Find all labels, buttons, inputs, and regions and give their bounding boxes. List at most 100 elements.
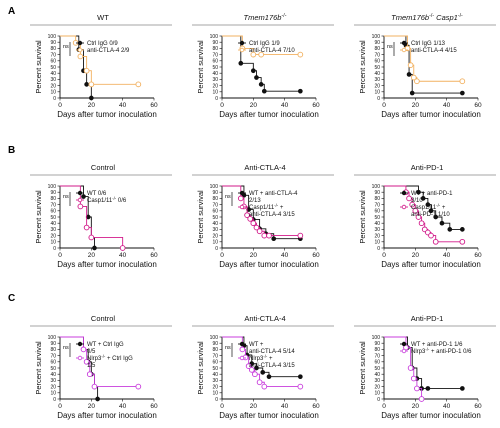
y-tick-label: 90 — [212, 40, 218, 46]
legend-entry: 3/10 — [411, 198, 423, 204]
y-tick-label: 90 — [50, 40, 56, 46]
y-tick-label: 40 — [374, 71, 380, 77]
data-point — [433, 214, 439, 220]
legend-swatch-marker — [239, 341, 245, 347]
chart-title: Tmem176b-/- — [244, 13, 287, 22]
legend-entry: 1/5 — [87, 363, 96, 369]
x-tick-label: 60 — [312, 102, 320, 109]
y-tick-label: 80 — [374, 347, 380, 353]
y-tick-label: 70 — [212, 52, 218, 58]
y-tick-label: 80 — [212, 347, 218, 353]
legend-entry: WT + anti-PD-1 1/6 — [411, 342, 463, 348]
y-axis-label: Percent survival — [358, 40, 367, 94]
y-tick-label: 80 — [50, 196, 56, 202]
y-tick-label: 0 — [53, 96, 56, 102]
y-tick-label: 60 — [212, 360, 218, 366]
data-point — [266, 374, 272, 380]
y-tick-label: 70 — [212, 353, 218, 359]
y-tick-label: 90 — [374, 341, 380, 347]
y-tick-label: 90 — [374, 40, 380, 46]
data-point — [410, 375, 417, 382]
data-point — [459, 386, 465, 391]
x-tick-label: 0 — [220, 102, 224, 109]
data-point — [439, 220, 445, 226]
y-tick-label: 0 — [53, 246, 56, 252]
y-tick-label: 10 — [50, 240, 56, 246]
x-axis-label: Days after tumor inoculation — [57, 411, 157, 420]
legend-entry: Casp1/11-/- 0/6 — [87, 196, 127, 205]
data-point — [425, 202, 431, 207]
y-tick-label: 50 — [212, 65, 218, 71]
y-tick-label: 0 — [215, 397, 218, 403]
data-point — [83, 358, 90, 365]
legend-swatch-marker — [77, 40, 83, 46]
data-point — [248, 367, 255, 373]
x-tick-label: 60 — [474, 403, 482, 410]
y-tick-label: 50 — [50, 215, 56, 221]
y-tick-label: 50 — [212, 366, 218, 372]
y-tick-label: 60 — [212, 59, 218, 65]
ns-label: ns — [63, 345, 69, 351]
legend-entry: Ctrl IgG 1/9 — [249, 41, 280, 47]
chart-title: Anti-CTLA-4 — [244, 314, 285, 323]
legend-swatch-marker — [239, 204, 245, 210]
x-axis-label: Days after tumor inoculation — [381, 411, 481, 420]
data-point — [244, 212, 250, 218]
y-tick-label: 10 — [50, 391, 56, 397]
chart-title: Anti-PD-1 — [411, 314, 444, 323]
legend-swatch-marker — [239, 40, 245, 46]
y-tick-label: 100 — [372, 184, 381, 190]
x-tick-label: 40 — [281, 102, 289, 109]
y-tick-label: 20 — [374, 83, 380, 89]
x-axis-label: Days after tumor inoculation — [219, 110, 319, 119]
data-point — [459, 238, 466, 245]
ns-label: ns — [63, 44, 69, 50]
data-point — [252, 371, 258, 378]
x-tick-label: 60 — [312, 252, 320, 259]
x-tick-label: 40 — [119, 403, 127, 410]
y-tick-label: 40 — [212, 221, 218, 227]
y-tick-label: 30 — [50, 378, 56, 384]
x-tick-label: 40 — [281, 403, 289, 410]
legend-swatch-marker — [77, 341, 83, 347]
data-point — [256, 228, 263, 235]
y-tick-label: 90 — [374, 190, 380, 196]
data-point — [261, 232, 268, 239]
data-point — [432, 238, 439, 245]
data-point — [261, 383, 268, 390]
y-tick-label: 40 — [212, 372, 218, 378]
x-axis-label: Days after tumor inoculation — [57, 110, 157, 119]
legend-swatch-marker — [239, 355, 245, 361]
legend-swatch-marker — [77, 355, 83, 361]
y-tick-label: 0 — [377, 96, 380, 102]
y-axis-label: Percent survival — [196, 341, 205, 395]
data-point — [88, 234, 95, 241]
x-tick-label: 0 — [382, 403, 386, 410]
x-tick-label: 20 — [412, 102, 420, 109]
y-tick-label: 60 — [374, 209, 380, 215]
data-point — [406, 72, 412, 77]
legend-entry: Casp1/11-/- + — [411, 203, 446, 212]
data-point — [403, 344, 409, 351]
y-tick-label: 70 — [374, 52, 380, 58]
x-tick-label: 40 — [119, 102, 127, 109]
x-axis-label: Days after tumor inoculation — [381, 110, 481, 119]
data-point — [88, 81, 95, 88]
x-axis-label: Days after tumor inoculation — [57, 260, 157, 269]
x-axis-label: Days after tumor inoculation — [219, 260, 319, 269]
data-point — [135, 383, 142, 390]
legend-entry: Ctrl IgG 0/9 — [87, 41, 118, 47]
y-tick-label: 10 — [212, 240, 218, 246]
y-tick-label: 50 — [212, 215, 218, 221]
chart-title: Anti-PD-1 — [411, 163, 444, 172]
y-tick-label: 20 — [212, 233, 218, 239]
y-tick-label: 40 — [50, 221, 56, 227]
chart-title: WT — [97, 13, 109, 22]
x-tick-label: 20 — [412, 403, 420, 410]
data-point — [250, 68, 256, 74]
y-tick-label: 20 — [50, 384, 56, 390]
x-tick-label: 20 — [250, 403, 258, 410]
y-tick-label: 80 — [374, 196, 380, 202]
